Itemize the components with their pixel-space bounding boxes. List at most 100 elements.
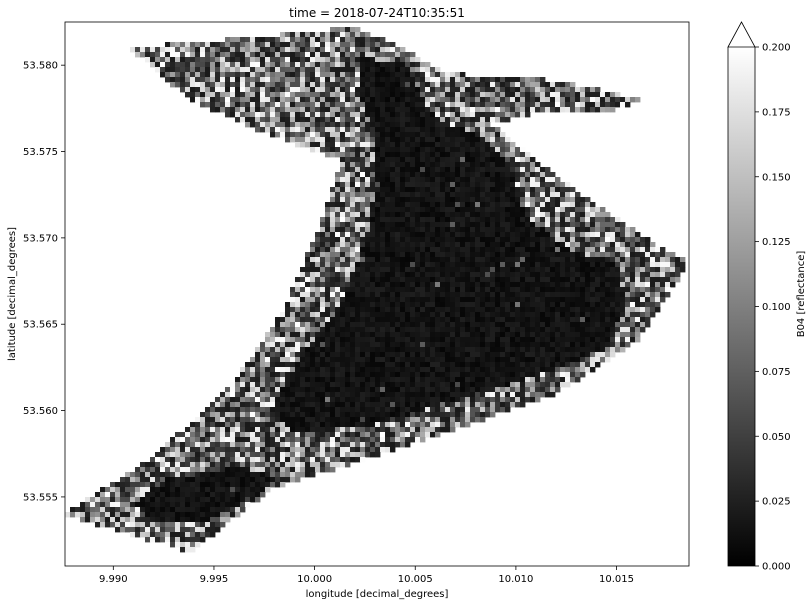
raster-pixel bbox=[340, 382, 346, 388]
raster-pixel bbox=[380, 317, 386, 323]
raster-pixel bbox=[455, 147, 461, 153]
raster-pixel bbox=[490, 147, 496, 153]
raster-pixel bbox=[550, 92, 556, 98]
raster-pixel bbox=[380, 212, 386, 218]
raster-pixel bbox=[390, 172, 396, 178]
raster-pixel bbox=[350, 342, 356, 348]
raster-pixel bbox=[355, 72, 361, 78]
raster-pixel bbox=[405, 337, 411, 343]
raster-pixel bbox=[580, 337, 586, 343]
raster-pixel bbox=[290, 122, 296, 128]
raster-pixel bbox=[495, 357, 501, 363]
raster-pixel bbox=[485, 212, 491, 218]
raster-pixel bbox=[420, 197, 426, 203]
raster-pixel bbox=[670, 277, 676, 283]
raster-pixel bbox=[385, 147, 391, 153]
raster-pixel bbox=[315, 52, 321, 58]
raster-pixel bbox=[460, 172, 466, 178]
raster-pixel bbox=[365, 177, 371, 183]
raster-pixel bbox=[400, 347, 406, 353]
raster-pixel bbox=[395, 317, 401, 323]
raster-pixel bbox=[310, 397, 316, 403]
raster-pixel bbox=[400, 77, 406, 83]
raster-pixel bbox=[335, 27, 341, 33]
raster-pixel bbox=[315, 87, 321, 93]
raster-pixel bbox=[635, 272, 641, 278]
raster-pixel bbox=[310, 117, 316, 123]
raster-pixel bbox=[370, 377, 376, 383]
raster-pixel bbox=[550, 392, 556, 398]
raster-pixel bbox=[355, 117, 361, 123]
raster-pixel bbox=[395, 212, 401, 218]
raster-pixel bbox=[260, 42, 266, 48]
raster-pixel bbox=[405, 252, 411, 258]
raster-pixel bbox=[300, 82, 306, 88]
raster-pixel bbox=[375, 137, 381, 143]
raster-pixel bbox=[370, 332, 376, 338]
raster-pixel bbox=[520, 162, 526, 168]
raster-pixel bbox=[490, 97, 496, 103]
raster-pixel bbox=[510, 232, 516, 238]
raster-pixel bbox=[510, 357, 516, 363]
raster-pixel bbox=[440, 332, 446, 338]
raster-pixel bbox=[410, 382, 416, 388]
raster-pixel bbox=[270, 102, 276, 108]
raster-pixel bbox=[455, 237, 461, 243]
raster-pixel bbox=[230, 412, 236, 418]
raster-pixel bbox=[360, 367, 366, 373]
raster-pixel bbox=[550, 357, 556, 363]
raster-pixel bbox=[445, 227, 451, 233]
raster-pixel bbox=[395, 82, 401, 88]
raster-pixel bbox=[410, 377, 416, 383]
raster-pixel bbox=[340, 172, 346, 178]
raster-pixel bbox=[550, 232, 556, 238]
raster-pixel bbox=[545, 362, 551, 368]
raster-pixel bbox=[335, 352, 341, 358]
raster-pixel bbox=[300, 52, 306, 58]
raster-pixel bbox=[345, 227, 351, 233]
raster-pixel bbox=[590, 257, 596, 263]
raster-pixel bbox=[555, 272, 561, 278]
raster-pixel bbox=[525, 362, 531, 368]
raster-pixel bbox=[675, 267, 681, 273]
raster-pixel bbox=[445, 242, 451, 248]
raster-pixel bbox=[435, 77, 441, 83]
raster-pixel bbox=[270, 127, 276, 133]
raster-pixel bbox=[420, 217, 426, 223]
raster-pixel bbox=[320, 37, 326, 43]
raster-pixel bbox=[335, 217, 341, 223]
raster-pixel bbox=[405, 397, 411, 403]
raster-pixel bbox=[285, 112, 291, 118]
raster-pixel bbox=[320, 72, 326, 78]
raster-pixel bbox=[555, 312, 561, 318]
raster-pixel bbox=[505, 292, 511, 298]
raster-pixel bbox=[310, 312, 316, 318]
raster-pixel bbox=[575, 242, 581, 248]
raster-pixel bbox=[450, 397, 456, 403]
raster-pixel bbox=[360, 372, 366, 378]
raster-pixel bbox=[405, 327, 411, 333]
raster-pixel bbox=[365, 272, 371, 278]
raster-pixel bbox=[490, 237, 496, 243]
raster-pixel bbox=[505, 307, 511, 313]
raster-pixel bbox=[270, 387, 276, 393]
raster-pixel bbox=[365, 317, 371, 323]
raster-pixel bbox=[450, 187, 456, 193]
raster-pixel bbox=[415, 257, 421, 263]
raster-pixel bbox=[485, 322, 491, 328]
raster-pixel bbox=[370, 232, 376, 238]
raster-pixel bbox=[515, 147, 521, 153]
raster-pixel bbox=[460, 297, 466, 303]
raster-pixel bbox=[590, 232, 596, 238]
raster-pixel bbox=[430, 282, 436, 288]
raster-pixel bbox=[485, 372, 491, 378]
raster-pixel bbox=[320, 287, 326, 293]
raster-pixel bbox=[550, 222, 556, 228]
raster-pixel bbox=[590, 357, 596, 363]
raster-pixel bbox=[265, 377, 271, 383]
raster-pixel bbox=[500, 162, 506, 168]
raster-pixel bbox=[295, 362, 301, 368]
raster-pixel bbox=[325, 247, 331, 253]
raster-pixel bbox=[505, 367, 511, 373]
raster-pixel bbox=[270, 407, 276, 413]
